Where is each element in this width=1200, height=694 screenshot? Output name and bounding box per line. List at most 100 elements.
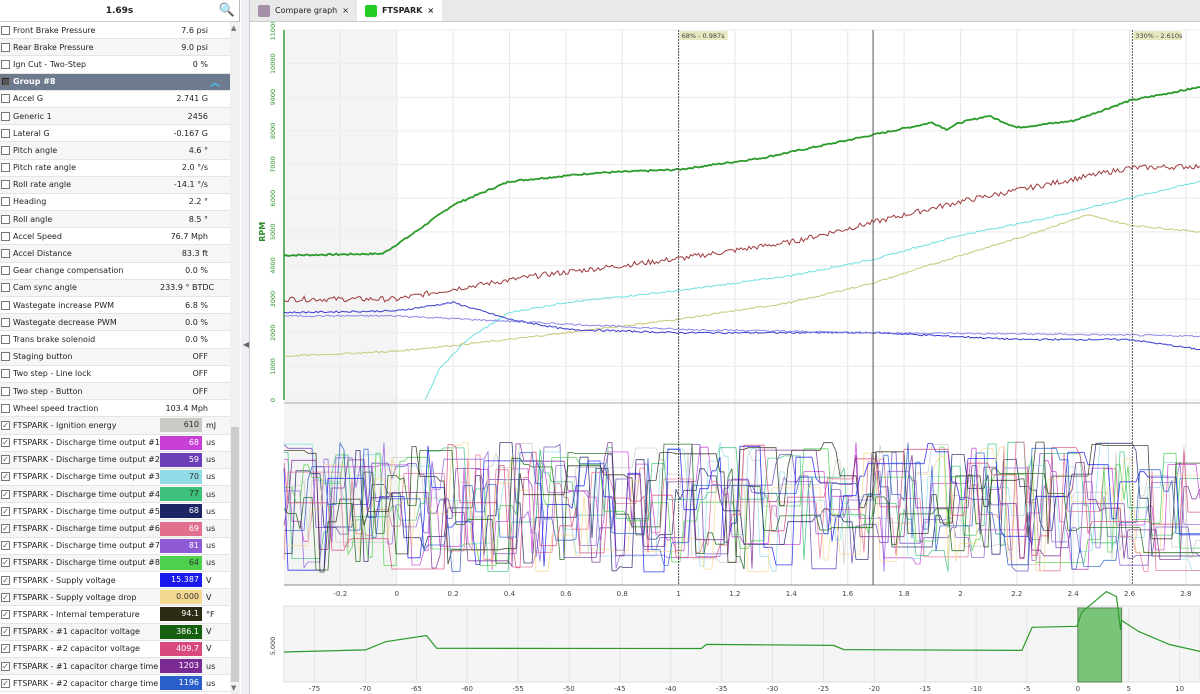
chart-area[interactable]: -0.2 0 0.2 0.4 0.6 0.8 1 1.2 1.4 1.6 1.8 2 2.2 2.4 2.6… (250, 22, 1200, 694)
checkbox[interactable] (1, 283, 10, 293)
channel-label: FTSPARK - Ignition energy (13, 420, 117, 430)
checkbox[interactable]: ✓ (1, 438, 10, 448)
channel-unit: us (206, 472, 216, 482)
checkbox[interactable] (1, 249, 10, 259)
overview-plot[interactable] (283, 605, 1200, 683)
channel-row[interactable]: Trans brake solenoid 0.0 % (0, 331, 230, 349)
magnifier-icon[interactable]: 🔍 (218, 3, 235, 18)
channel-row[interactable]: ✓ FTSPARK - #1 capacitor charge time 1203 u… (0, 657, 230, 676)
channel-row[interactable]: Roll angle 8.5 ° (0, 211, 230, 229)
channel-row[interactable]: Front Brake Pressure 7.6 psi (0, 22, 230, 40)
channel-row[interactable]: ✓ FTSPARK - Internal temperature 94.1 °F (0, 606, 230, 624)
checkbox[interactable]: ✓ (1, 506, 10, 516)
checkbox[interactable]: ✓ (1, 627, 10, 637)
checkbox[interactable] (1, 94, 10, 104)
channel-row[interactable]: Two step - Button OFF (0, 382, 230, 401)
checkbox[interactable]: ✓ (1, 678, 10, 688)
scroll-up-icon[interactable]: ▲ (231, 24, 237, 32)
channel-row[interactable]: ✓ FTSPARK - Supply voltage drop 0.000 V (0, 589, 230, 607)
scroll-down-icon[interactable]: ▼ (231, 684, 237, 692)
channel-row[interactable]: ✓ FTSPARK - Supply voltage 15.387 V (0, 572, 230, 590)
checkbox[interactable]: ✓ (1, 541, 10, 551)
checkbox[interactable] (1, 59, 10, 69)
group-header[interactable]: ■ Group #8 ︿ (0, 73, 230, 91)
channel-label: Staging button (13, 352, 73, 362)
panel-splitter[interactable]: ◀ (241, 0, 250, 694)
channel-row[interactable]: Lateral G -0.167 G (0, 125, 230, 143)
checkbox[interactable] (1, 25, 10, 35)
channel-row[interactable]: Accel Speed 76.7 Mph (0, 228, 230, 246)
checkbox[interactable]: ✓ (1, 489, 10, 499)
checkbox[interactable] (1, 266, 10, 276)
close-icon[interactable]: × (342, 6, 349, 15)
channel-row[interactable]: Wheel speed traction 103.4 Mph (0, 400, 230, 418)
channel-value: 9.0 psi (181, 42, 208, 52)
channel-row[interactable]: ✓ FTSPARK - Discharge time output #5 68 us (0, 503, 230, 521)
checkbox[interactable]: ✓ (1, 644, 10, 654)
channel-row[interactable]: ✓ FTSPARK - Discharge time output #7 81 us (0, 538, 230, 555)
channel-row[interactable]: Rear Brake Pressure 9.0 psi (0, 39, 230, 57)
channel-row[interactable]: Two step - Line lock OFF (0, 366, 230, 383)
overview-selection[interactable] (1077, 607, 1123, 683)
channel-row[interactable]: ✓ FTSPARK - #2 capacitor charge time 1196 u… (0, 675, 230, 693)
channel-row[interactable]: ✓ FTSPARK - Discharge time output #2 59 us (0, 451, 230, 469)
channel-row[interactable]: Accel G 2.741 G (0, 91, 230, 108)
checkbox[interactable] (1, 231, 10, 241)
channel-row[interactable]: Staging button OFF (0, 348, 230, 366)
channel-row[interactable]: ✓ FTSPARK - Discharge time output #6 69 us (0, 520, 230, 538)
checkbox[interactable] (1, 42, 10, 52)
tab-ftspark[interactable]: FTSPARK × (356, 0, 443, 21)
channel-row[interactable]: Roll rate angle -14.1 °/s (0, 176, 230, 194)
checkbox[interactable] (1, 163, 10, 173)
checkbox[interactable] (1, 197, 10, 207)
checkbox[interactable]: ✓ (1, 524, 10, 534)
channel-row[interactable]: ✓ FTSPARK - #1 capacitor voltage 386.1 V (0, 623, 230, 641)
checkbox[interactable]: ✓ (1, 661, 10, 671)
checkbox[interactable] (1, 180, 10, 190)
channel-row[interactable]: Pitch angle 4.6 ° (0, 142, 230, 160)
checkbox[interactable] (1, 145, 10, 155)
x-tick-label: 1.4 (786, 590, 798, 598)
channel-row[interactable]: ✓ FTSPARK - #2 capacitor voltage 409.7 V (0, 641, 230, 658)
channel-row[interactable]: Wastegate decrease PWM 0.0 % (0, 314, 230, 332)
checkbox[interactable] (1, 128, 10, 138)
channel-row[interactable]: Pitch rate angle 2.0 °/s (0, 160, 230, 177)
checkbox[interactable]: ✓ (1, 472, 10, 482)
channel-row[interactable]: Heading 2.2 ° (0, 194, 230, 212)
channel-row[interactable]: Gear change compensation 0.0 % (0, 263, 230, 280)
checkbox[interactable]: ✓ (1, 609, 10, 619)
checkbox[interactable]: ✓ (1, 575, 10, 585)
channel-row[interactable]: Cam sync angle 233.9 ° BTDC (0, 279, 230, 297)
checkbox[interactable]: ✓ (1, 455, 10, 465)
checkbox[interactable] (1, 352, 10, 362)
checkbox[interactable] (1, 300, 10, 310)
checkbox[interactable] (1, 403, 10, 413)
collapse-arrow-icon[interactable]: ◀ (243, 340, 250, 349)
channel-row[interactable]: Accel Distance 83.3 ft (0, 245, 230, 263)
checkbox[interactable] (1, 369, 10, 379)
checkbox[interactable] (1, 334, 10, 344)
channel-row[interactable]: ✓ FTSPARK - Discharge time output #8 64 us (0, 554, 230, 572)
channel-row[interactable]: Generic 1 2456 (0, 107, 230, 126)
channel-row[interactable]: ✓ FTSPARK - Discharge time output #3 70 us (0, 469, 230, 487)
checkbox[interactable] (1, 317, 10, 327)
checkbox[interactable] (1, 111, 10, 121)
checkbox[interactable] (1, 386, 10, 396)
channel-row[interactable]: Wastegate increase PWM 6.8 % (0, 297, 230, 315)
channel-row[interactable]: ✓ FTSPARK - Discharge time output #4 77 us (0, 486, 230, 504)
channel-row[interactable]: Ign Cut - Two-Step 0 % (0, 56, 230, 74)
checkbox[interactable]: ✓ (1, 558, 10, 568)
channel-row[interactable]: ✓ FTSPARK - Ignition energy 610 mJ (0, 417, 230, 435)
panel-scrollbar[interactable]: ▲ ▼ (230, 22, 240, 694)
checkbox[interactable] (1, 214, 10, 224)
channel-row[interactable]: ✓ FTSPARK - Discharge time output #1 68 us (0, 435, 230, 452)
scroll-thumb[interactable] (231, 427, 239, 682)
series-line (283, 314, 1200, 338)
checkbox[interactable]: ✓ (1, 592, 10, 602)
chevron-up-icon[interactable]: ︿ (210, 78, 220, 90)
channel-label: FTSPARK - Discharge time output #8 (13, 558, 160, 568)
checkbox[interactable]: ■ (1, 77, 10, 87)
tab-compare-graph[interactable]: Compare graph × (250, 0, 357, 21)
checkbox[interactable]: ✓ (1, 420, 10, 430)
close-icon[interactable]: × (427, 6, 435, 15)
